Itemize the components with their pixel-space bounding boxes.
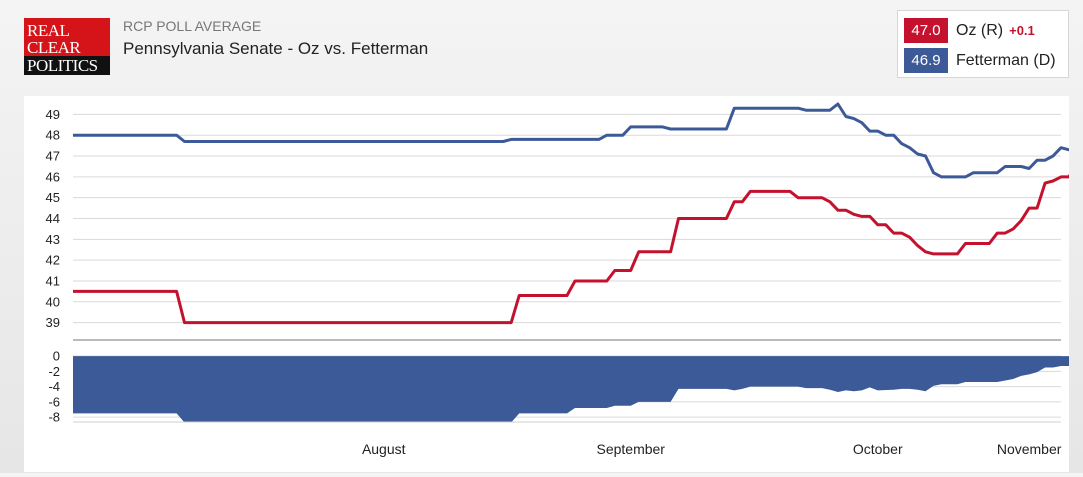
chart-title: Pennsylvania Senate - Oz vs. Fetterman (123, 39, 429, 58)
spread-y-tick-label: -6 (48, 394, 60, 409)
legend-value-badge: 46.9 (904, 48, 948, 73)
realclearpolitics-logo[interactable]: REAL CLEAR POLITICS (24, 18, 110, 75)
main-gridlines (73, 113, 1061, 324)
legend-change: +0.1 (1009, 23, 1035, 38)
legend-value-badge: 47.0 (904, 18, 948, 43)
chart-panel: 39 40 41 42 43 44 45 46 47 48 49 0 -2 -4 -6 -8 August S… (24, 96, 1083, 472)
y-tick-label: 46 (46, 169, 60, 184)
logo-band (24, 56, 110, 75)
legend-candidate-name: Oz (R) (956, 22, 1004, 39)
legend: 47.0 Oz (R) +0.1 46.9 Fetterman (D) (897, 10, 1069, 78)
y-tick-label: 42 (46, 253, 60, 268)
y-tick-label: 44 (46, 211, 60, 226)
x-tick-label: October (853, 441, 903, 457)
series-line-fetterman-d (73, 102, 1083, 179)
y-tick-label: 43 (46, 232, 60, 247)
legend-candidate-name: Fetterman (D) (956, 52, 1056, 69)
y-tick-label: 39 (46, 315, 60, 330)
x-tick-label: August (362, 441, 406, 457)
chart-svg: 39 40 41 42 43 44 45 46 47 48 49 0-2-4-6-8 August S… (46, 102, 1083, 457)
logo-line-clear: CLEAR (27, 38, 81, 57)
main-y-tick-labels: 39 40 41 42 43 44 45 46 47 48 49 (46, 107, 60, 330)
y-tick-label: 47 (46, 149, 60, 164)
spread-y-tick-label: -4 (48, 379, 60, 394)
y-tick-label: 48 (46, 128, 60, 143)
x-tick-label: September (596, 441, 665, 457)
x-tick-label: November (997, 441, 1062, 457)
poll-average-label: RCP POLL AVERAGE (123, 18, 262, 34)
series-line-oz-r (73, 160, 1083, 325)
logo-line-politics: POLITICS (27, 56, 98, 75)
spread-y-tick-label: 0 (53, 349, 60, 364)
y-tick-label: 49 (46, 107, 60, 122)
main-series-lines (73, 102, 1083, 325)
spread-area-negative (73, 356, 1083, 423)
spread-area (73, 356, 1083, 423)
y-tick-label: 40 (46, 294, 60, 309)
x-tick-labels: August September October November (362, 441, 1062, 457)
legend-item-name: Oz (R) +0.1 (956, 18, 1035, 43)
spread-y-tick-label: -2 (48, 364, 60, 379)
spread-y-tick-label: -8 (48, 410, 60, 425)
spread-y-tick-labels: 0-2-4-6-8 (48, 349, 60, 425)
y-tick-label: 41 (46, 273, 60, 288)
legend-item-name: Fetterman (D) (956, 48, 1056, 73)
y-tick-label: 45 (46, 190, 60, 205)
logo-line-real: REAL (27, 21, 70, 40)
